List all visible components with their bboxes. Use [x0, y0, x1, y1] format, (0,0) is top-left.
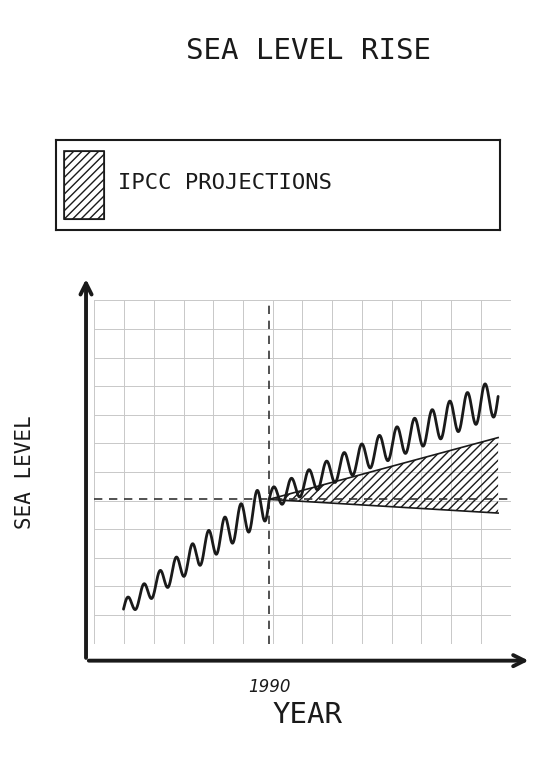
Bar: [64, 151, 104, 219]
Text: SEA LEVEL RISE: SEA LEVEL RISE: [185, 37, 431, 65]
Bar: [64, 151, 104, 219]
Text: SEA LEVEL: SEA LEVEL: [15, 415, 35, 529]
Text: 1990: 1990: [248, 678, 290, 696]
Text: YEAR: YEAR: [273, 701, 343, 729]
Text: IPCC PROJECTIONS: IPCC PROJECTIONS: [118, 173, 332, 193]
